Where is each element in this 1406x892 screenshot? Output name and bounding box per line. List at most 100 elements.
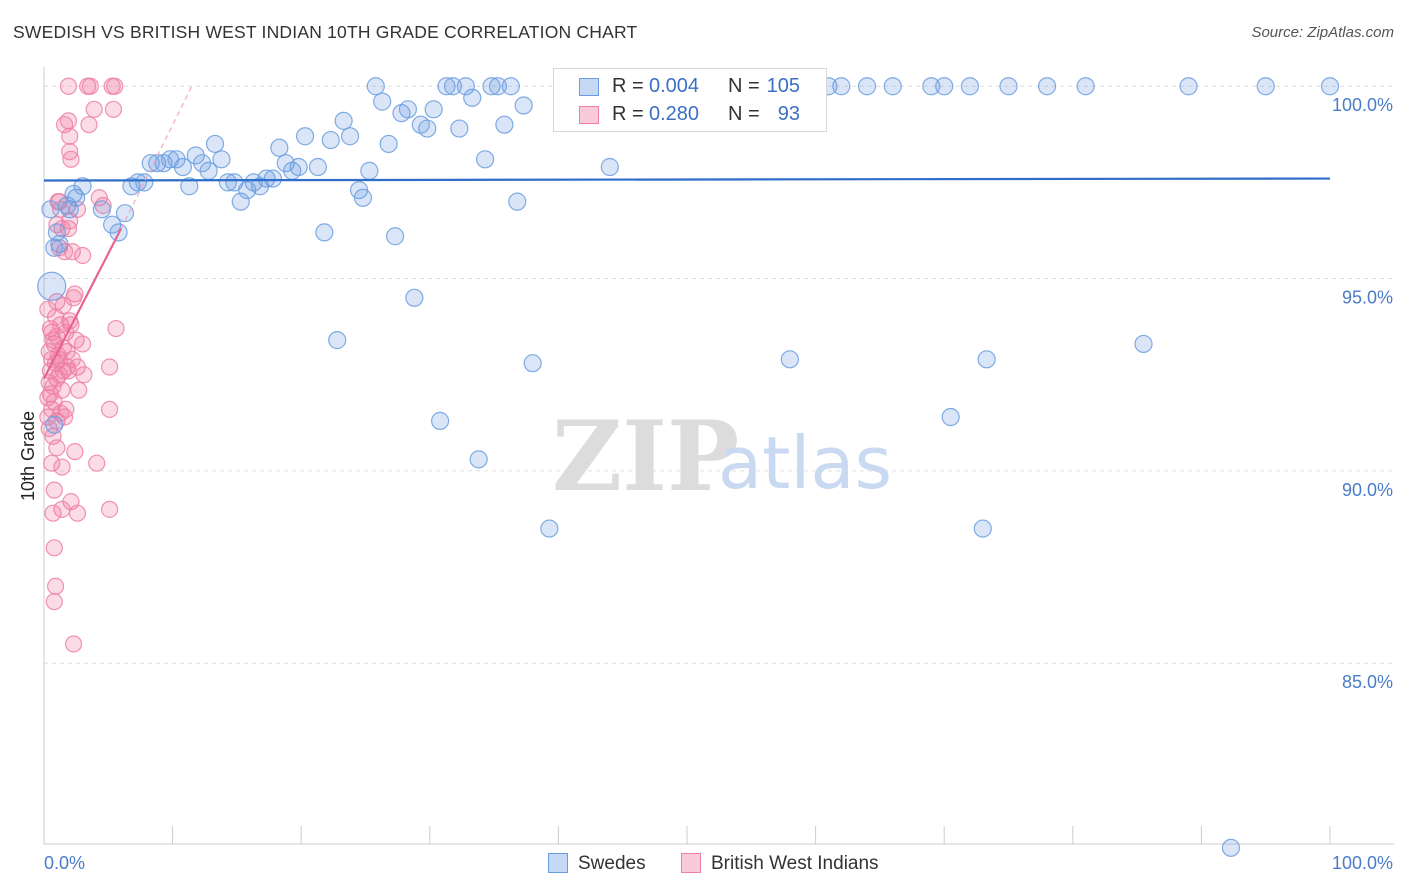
swedes-point bbox=[1076, 77, 1095, 96]
swedes-point bbox=[523, 354, 542, 373]
swedes-point bbox=[321, 130, 340, 150]
swedes-point bbox=[973, 519, 992, 538]
bottom-legend-swatch-bwi bbox=[681, 853, 701, 873]
swedes-point bbox=[922, 77, 941, 96]
swedes-point bbox=[328, 331, 347, 350]
bwi-point bbox=[80, 116, 98, 134]
swedes-point bbox=[430, 411, 450, 430]
swedes-point bbox=[450, 119, 469, 138]
bwi-trend-line bbox=[43, 228, 123, 380]
swedes-point bbox=[1256, 77, 1275, 96]
bwi-point bbox=[85, 100, 103, 118]
grid-lines bbox=[44, 85, 1394, 664]
swedes-point bbox=[437, 77, 456, 96]
bwi-point bbox=[45, 593, 63, 611]
swedes-point bbox=[385, 227, 405, 246]
swedes-point bbox=[456, 77, 475, 96]
swedes-point bbox=[50, 234, 69, 254]
swedes-point bbox=[366, 77, 385, 96]
swedes-point bbox=[1179, 77, 1198, 96]
swedes-point bbox=[540, 519, 559, 538]
source-label: Source: ZipAtlas.com bbox=[1251, 24, 1394, 41]
swedes-point bbox=[73, 177, 92, 196]
swedes-point bbox=[60, 200, 79, 219]
bwi-point bbox=[88, 454, 106, 472]
swedes-point bbox=[398, 100, 418, 119]
swedes-point bbox=[270, 138, 289, 157]
swedes-point bbox=[135, 173, 154, 192]
swedes-point bbox=[353, 188, 373, 207]
swedes-point bbox=[231, 192, 250, 211]
swedes-point bbox=[218, 173, 237, 192]
swedes-point bbox=[941, 407, 960, 427]
bwi-point bbox=[73, 246, 92, 265]
bwi-point bbox=[100, 400, 119, 418]
y-tick-label: 85.0% bbox=[1342, 672, 1393, 692]
x-tick-label-min: 0.0% bbox=[44, 853, 85, 873]
bottom-legend-label-bwi: British West Indians bbox=[711, 853, 879, 874]
swedes-point bbox=[295, 127, 315, 146]
bwi-point bbox=[48, 439, 66, 457]
bottom-legend-bwi: British West Indians bbox=[681, 853, 879, 875]
trend-lines bbox=[43, 85, 1331, 380]
bwi-point bbox=[59, 219, 78, 238]
bwi-point bbox=[90, 189, 108, 207]
bwi-point bbox=[66, 285, 84, 303]
y-tick-label: 90.0% bbox=[1342, 480, 1393, 500]
x-tick-label-max: 100.0% bbox=[1332, 853, 1393, 873]
swedes-point bbox=[37, 271, 67, 301]
legend-swatch-bwi bbox=[579, 106, 599, 124]
swedes-point bbox=[508, 192, 527, 211]
bwi-point bbox=[39, 408, 57, 426]
swedes-point bbox=[340, 127, 360, 146]
bwi-point bbox=[64, 635, 83, 653]
bwi-point bbox=[59, 362, 78, 380]
swedes-point bbox=[935, 77, 954, 96]
bwi-point bbox=[104, 100, 123, 118]
swedes-point bbox=[443, 77, 463, 96]
watermark-zip: ZIP bbox=[552, 400, 739, 513]
swedes-point bbox=[1320, 77, 1340, 96]
swedes-point bbox=[469, 450, 488, 469]
legend-r-label: R = bbox=[612, 75, 644, 97]
swedes-point bbox=[977, 350, 996, 369]
legend-n-label: N = bbox=[728, 75, 760, 97]
swedes-point bbox=[463, 88, 482, 107]
swedes-point bbox=[501, 77, 520, 96]
swedes-point bbox=[418, 119, 437, 138]
bwi-point bbox=[45, 393, 63, 411]
y-tick-label: 95.0% bbox=[1342, 288, 1393, 308]
swedes-point bbox=[780, 350, 799, 369]
swedes-point bbox=[514, 96, 533, 115]
legend-r-value: 0.280 bbox=[649, 103, 700, 125]
legend-r-label: R = bbox=[612, 103, 644, 125]
swedes-point bbox=[334, 111, 353, 130]
swedes-point bbox=[1221, 838, 1241, 857]
swedes-point bbox=[883, 77, 902, 96]
bwi-point bbox=[45, 539, 63, 557]
chart-title: SWEDISH VS BRITISH WEST INDIAN 10TH GRAD… bbox=[13, 22, 638, 42]
bwi-point bbox=[100, 500, 119, 518]
swedes-point bbox=[832, 77, 851, 96]
watermark-atlas: atlas bbox=[718, 421, 892, 505]
bottom-legend-swedes: Swedes bbox=[548, 853, 646, 875]
bwi-points bbox=[39, 77, 125, 653]
bwi-point bbox=[62, 150, 80, 168]
bottom-legend-swatch-swedes bbox=[548, 853, 568, 873]
bwi-point bbox=[73, 335, 92, 353]
bwi-point bbox=[50, 366, 69, 384]
axes bbox=[43, 67, 1394, 845]
swedes-point bbox=[289, 157, 308, 177]
swedes-point bbox=[212, 150, 231, 169]
swedes-point bbox=[173, 157, 192, 177]
bwi-point bbox=[46, 577, 65, 595]
swedes-point bbox=[141, 154, 160, 173]
bwi-point bbox=[45, 481, 63, 499]
bwi-point bbox=[61, 127, 79, 145]
bwi-point bbox=[46, 308, 65, 326]
legend-n-value: 105 bbox=[766, 75, 800, 97]
swedes-point bbox=[67, 188, 86, 207]
bwi-point bbox=[59, 112, 78, 130]
bwi-point bbox=[68, 504, 87, 522]
swedes-point bbox=[857, 77, 877, 96]
